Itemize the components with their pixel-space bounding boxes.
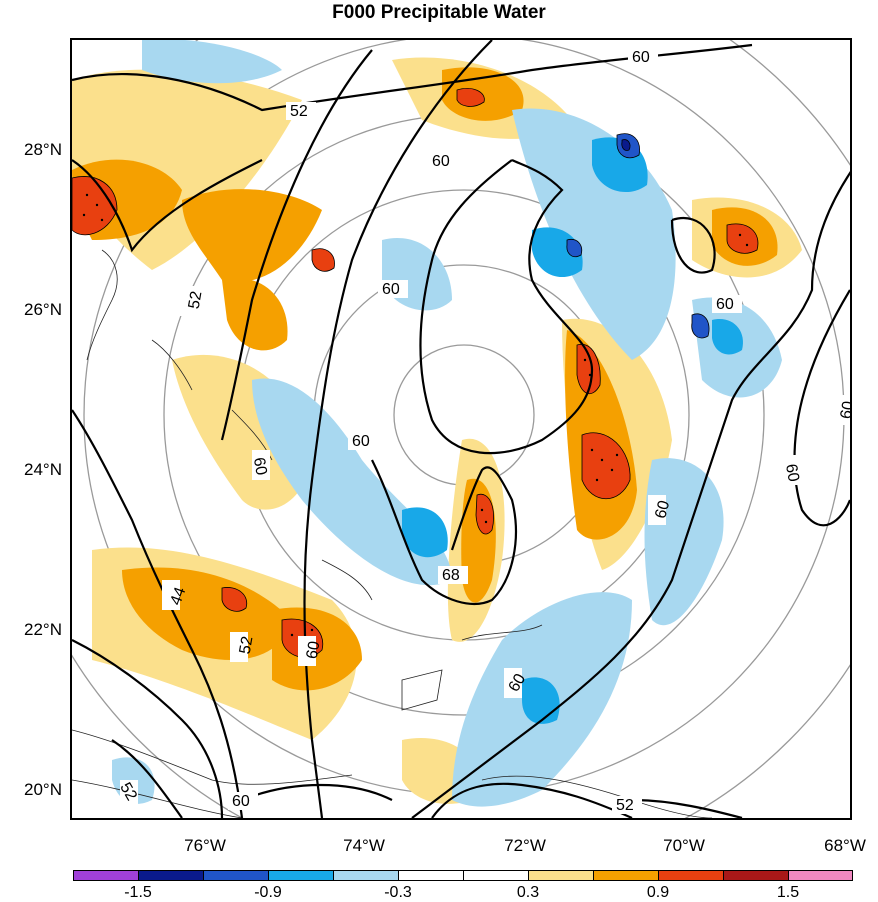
- contour-label: 52: [616, 797, 634, 814]
- map-plot-area: 60 52 60 52 60 60 60 60 60 60 60 60 68: [70, 38, 852, 820]
- colorbar-box: [138, 870, 204, 881]
- lon-label-74w: 74°W: [343, 836, 385, 855]
- colorbar-label: -0.9: [254, 884, 282, 901]
- contour-label: 68: [442, 567, 460, 584]
- contour-label: 60: [838, 400, 850, 421]
- shading-darkblue: [566, 133, 710, 339]
- contour-label: 60: [632, 49, 650, 66]
- lat-label-20n: 20°N: [24, 780, 62, 799]
- colorbar: [73, 870, 853, 881]
- lon-label-68w: 68°W: [824, 836, 866, 855]
- contour-label: 44: [167, 585, 189, 608]
- chart-title: F000 Precipitable Water: [332, 2, 546, 23]
- colorbar-box: [203, 870, 269, 881]
- colorbar-box: [73, 870, 139, 881]
- lon-label-72w: 72°W: [504, 836, 546, 855]
- contour-label: 60: [352, 433, 370, 450]
- colorbar-box: [463, 870, 529, 881]
- colorbar-box: [528, 870, 594, 881]
- contour-label: 52: [116, 780, 140, 804]
- colorbar-label: -0.3: [384, 884, 412, 901]
- lon-label-76w: 76°W: [184, 836, 226, 855]
- colorbar-box: [593, 870, 659, 881]
- colorbar-label: -1.5: [124, 884, 152, 901]
- contour-label: 60: [382, 281, 400, 298]
- colorbar-label: 0.9: [646, 884, 670, 901]
- colorbar-box: [268, 870, 334, 881]
- contour-label: 52: [290, 103, 308, 120]
- contour-label: 52: [186, 290, 206, 311]
- contour-label: 60: [304, 640, 324, 661]
- contour-lines: [72, 40, 850, 818]
- contour-label: 60: [432, 153, 450, 170]
- lat-label-26n: 26°N: [24, 300, 62, 319]
- map-svg: 60 52 60 52 60 60 60 60 60 60 60 60 68: [72, 40, 850, 818]
- contour-label: 60: [250, 456, 270, 477]
- contour-labels: 60 52 60 52 60 60 60 60 60 60 60 60 68: [116, 48, 850, 814]
- contour-label: 60: [506, 671, 530, 695]
- contour-label: 52: [237, 635, 257, 656]
- colorbar-label: 0.3: [516, 884, 540, 901]
- lon-label-70w: 70°W: [663, 836, 705, 855]
- colorbar-box: [398, 870, 464, 881]
- contour-label: 60: [232, 793, 250, 810]
- colorbar-box: [333, 870, 399, 881]
- shading-red: [72, 87, 759, 658]
- colorbar-box: [788, 870, 853, 881]
- colorbar-label: 1.5: [776, 884, 800, 901]
- colorbar-box: [723, 870, 789, 881]
- lat-label-24n: 24°N: [24, 460, 62, 479]
- lat-label-22n: 22°N: [24, 620, 62, 639]
- lat-label-28n: 28°N: [24, 140, 62, 159]
- contour-label: 60: [716, 296, 734, 313]
- contour-label: 60: [782, 463, 802, 484]
- contour-label: 60: [652, 499, 673, 521]
- colorbar-box: [658, 870, 724, 881]
